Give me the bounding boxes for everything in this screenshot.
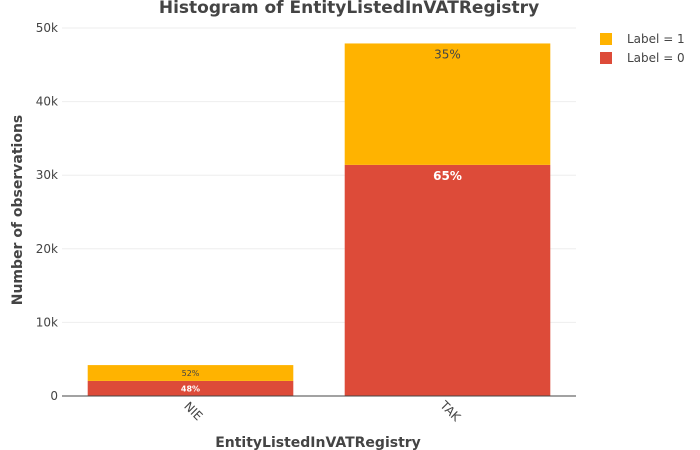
bar-label-0-tak[interactable]	[344, 164, 551, 396]
bars	[87, 43, 551, 396]
legend-swatch	[600, 52, 612, 64]
x-tick-label: TAK	[437, 398, 464, 425]
data-label: 48%	[181, 384, 200, 393]
data-label: 52%	[182, 369, 200, 378]
y-tick-label: 30k	[36, 168, 58, 182]
y-axis-ticks: 0 10k 20k 30k 40k 50k	[36, 21, 58, 403]
x-axis-ticks: NIE TAK	[181, 398, 464, 425]
legend-label: Label = 0	[627, 51, 685, 65]
legend-item[interactable]: Label = 0	[600, 51, 685, 65]
bar-label-1-nie[interactable]	[87, 365, 294, 381]
bar-label-0-nie[interactable]	[87, 380, 294, 396]
y-tick-label: 20k	[36, 242, 58, 256]
legend-item[interactable]: Label = 1	[600, 32, 685, 46]
legend-swatch	[600, 33, 612, 45]
legend-label: Label = 1	[627, 32, 685, 46]
y-tick-label: 10k	[36, 315, 58, 329]
x-tick-label: NIE	[181, 399, 205, 423]
y-tick-label: 50k	[36, 21, 58, 35]
legend[interactable]: Label = 1 Label = 0	[600, 32, 685, 65]
bar-label-1-tak[interactable]	[344, 43, 551, 165]
y-tick-label: 0	[50, 389, 58, 403]
data-label: 35%	[434, 47, 461, 61]
chart-title: Histogram of EntityListedInVATRegistry	[159, 0, 539, 18]
y-axis-title: Number of observations	[10, 115, 26, 306]
y-tick-label: 40k	[36, 95, 58, 109]
data-label: 65%	[433, 169, 462, 183]
x-axis-title: EntityListedInVATRegistry	[215, 435, 421, 450]
data-labels: 48% 52% 65% 35%	[181, 47, 462, 393]
